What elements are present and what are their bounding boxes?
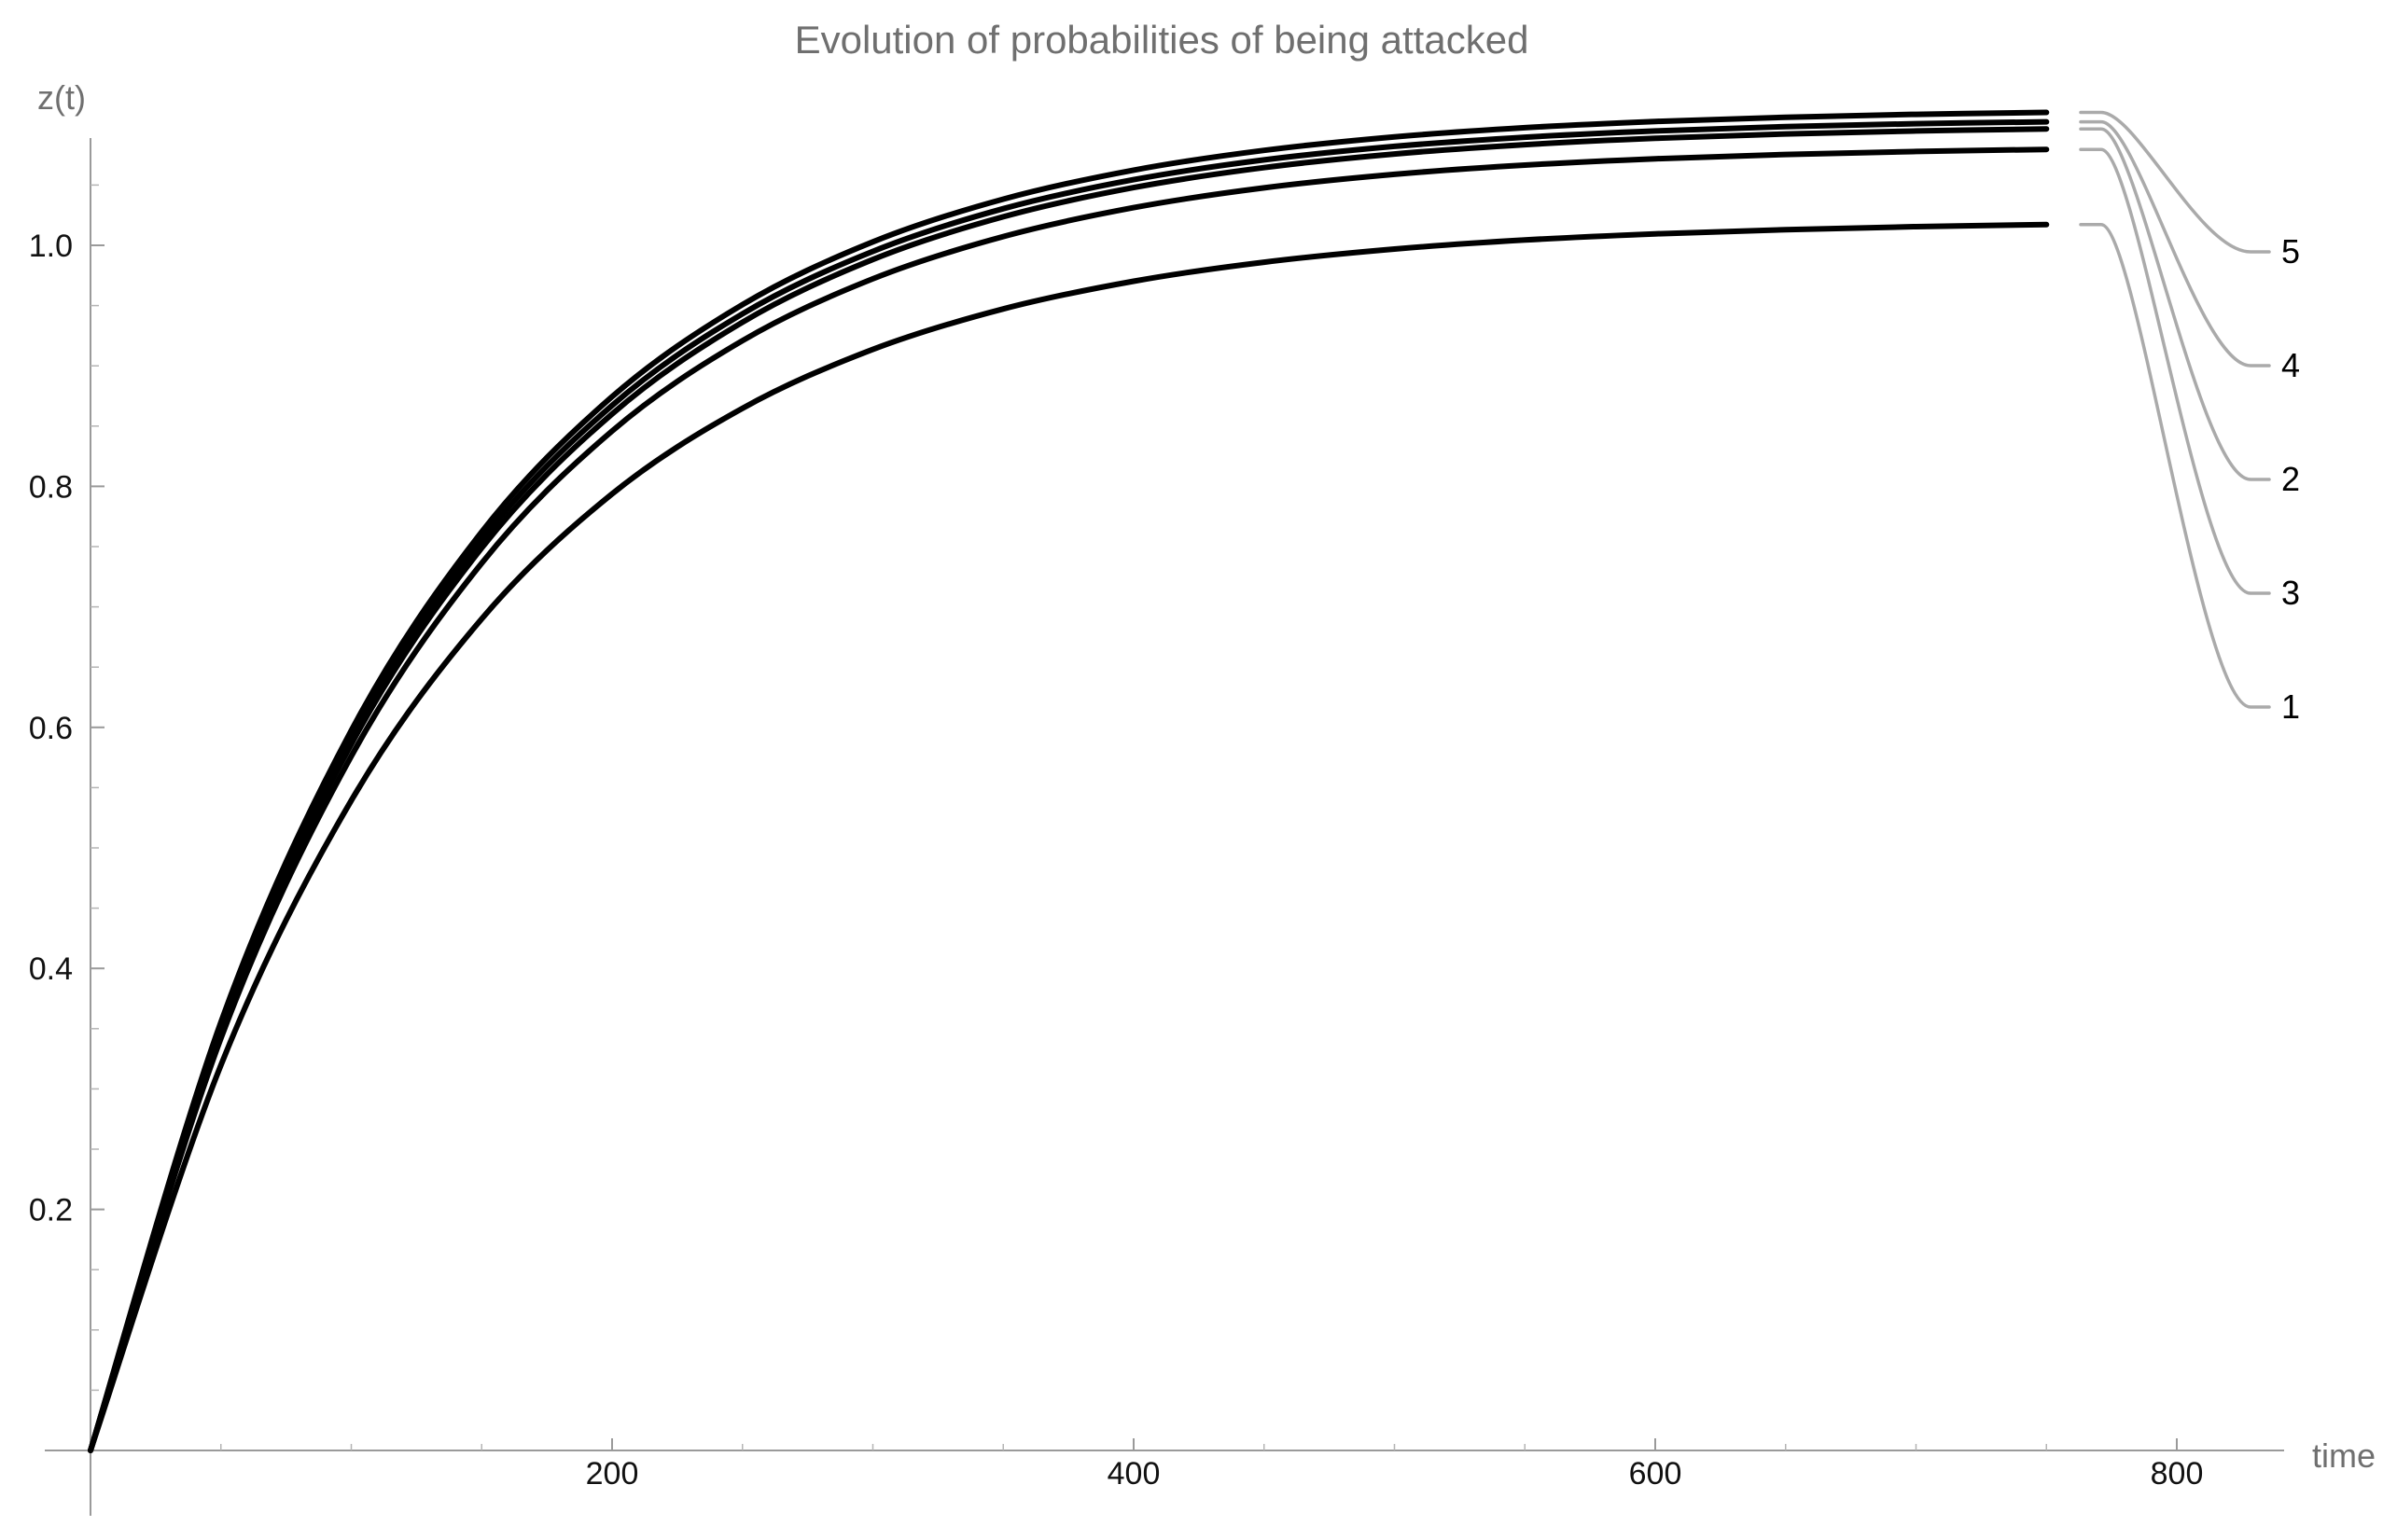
series-label-3: 3 (2281, 574, 2300, 612)
series-leader-5 (2079, 110, 2271, 254)
series-label-1: 1 (2281, 687, 2300, 726)
y-tick-label: 1.0 (29, 229, 73, 264)
y-tick-label: 0.4 (29, 951, 73, 987)
series-line-5 (88, 109, 2050, 1453)
y-axis-label: z(t) (37, 78, 86, 117)
series-leader-4 (2079, 119, 2271, 368)
y-axis-ticks: 0.2 0.4 0.6 0.8 1.0 (29, 184, 105, 1392)
y-tick-label: 0.2 (29, 1193, 73, 1228)
series-leader-1 (2079, 223, 2271, 709)
series-label-4: 4 (2281, 346, 2300, 384)
x-axis-ticks: 200 400 600 800 (220, 1438, 2204, 1491)
x-axis-label: time (2312, 1436, 2376, 1475)
series-leader-3 (2079, 147, 2271, 595)
x-tick-label: 600 (1629, 1456, 1682, 1491)
x-tick-label: 400 (1108, 1456, 1161, 1491)
series-labels: 5 4 2 3 1 (2079, 110, 2300, 726)
y-tick-label: 0.6 (29, 711, 73, 746)
series-line-1 (88, 221, 2050, 1453)
x-tick-label: 800 (2151, 1456, 2204, 1491)
chart-title: Evolution of probabilities of being atta… (795, 18, 1529, 62)
series-label-5: 5 (2281, 232, 2300, 271)
series-label-2: 2 (2281, 460, 2300, 498)
series-leader-2 (2079, 127, 2271, 481)
series-line-2 (88, 126, 2050, 1453)
series-line-4 (88, 118, 2050, 1453)
y-tick-label: 0.8 (29, 469, 73, 505)
series-layer (88, 109, 2050, 1453)
x-tick-label: 200 (586, 1456, 639, 1491)
series-line-3 (88, 146, 2050, 1453)
